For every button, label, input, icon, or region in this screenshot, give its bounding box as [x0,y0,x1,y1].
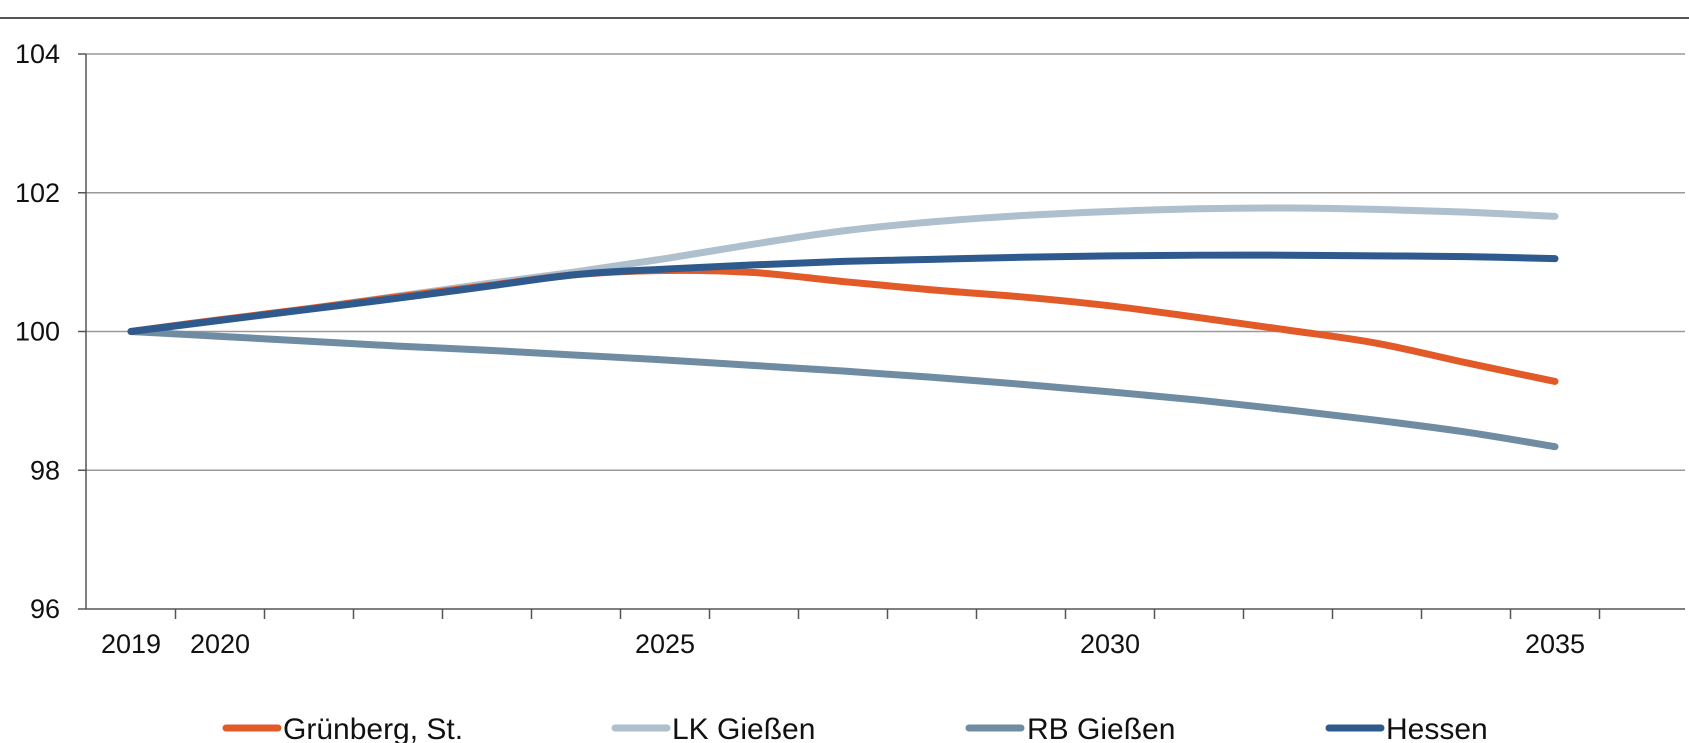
series-line-lk-gie-en [127,204,1559,335]
y-tick-label-98: 98 [30,455,60,485]
series-lines [127,204,1559,451]
gridlines [86,53,1685,471]
y-tick-label-100: 100 [15,317,60,347]
x-tick-label-2019: 2019 [101,629,161,659]
x-tick-label-2030: 2030 [1080,629,1140,659]
legend-label-lk-gie-en: LK Gießen [672,713,815,743]
y-tick-label-96: 96 [30,594,60,624]
series-line-rb-gie-en [127,328,1559,451]
y-tick-label-104: 104 [15,39,60,69]
axes: 96 98 100 102 104 2019 2020 2025 2030 2035 [15,39,1685,659]
y-tick-label-102: 102 [15,178,60,208]
x-tick-label-2035: 2035 [1525,629,1585,659]
series-line-gr-nberg-st [127,266,1559,385]
legend-label-hessen: Hessen [1386,713,1488,743]
x-tick-label-2020: 2020 [190,629,250,659]
legend: Grünberg, St. LK Gießen RB Gießen Hessen [222,713,1488,743]
legend-label-rb-gie-en: RB Gießen [1027,713,1175,743]
series-line-hessen [127,251,1559,335]
x-tick-label-2025: 2025 [635,629,695,659]
legend-label-gr-nberg-st: Grünberg, St. [283,713,463,743]
